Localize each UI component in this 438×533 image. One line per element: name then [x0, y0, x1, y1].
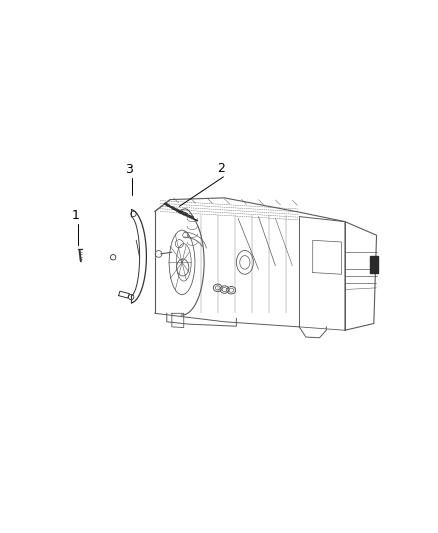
- Text: 3: 3: [126, 163, 133, 176]
- Text: 2: 2: [217, 162, 225, 175]
- Text: 1: 1: [71, 208, 79, 222]
- Bar: [371, 256, 378, 272]
